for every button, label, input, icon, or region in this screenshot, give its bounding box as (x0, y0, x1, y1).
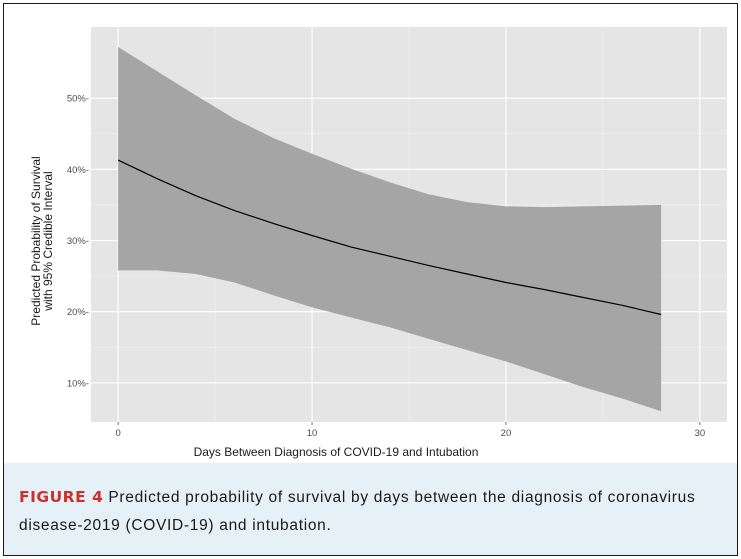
x-axis-ticks: 0 10 20 30 (115, 422, 705, 439)
x-axis-title: Days Between Diagnosis of COVID-19 and I… (194, 445, 479, 459)
y-tick-label: 40%- (67, 165, 89, 176)
y-axis-ticks: 10%- 20%- 30%- 40%- 50%- (67, 94, 89, 390)
caption-label: FIGURE 4 (19, 488, 104, 506)
x-tick-label: 10 (307, 428, 318, 439)
predicted-probability-line (117, 159, 662, 316)
x-tick-label: 0 (115, 428, 120, 439)
y-tick-label: 20%- (67, 307, 89, 318)
caption-body: Predicted probability of survival by day… (19, 489, 696, 534)
chart: 10%- 20%- 30%- 40%- 50%- 0 10 20 30 Days Betwee… (29, 27, 727, 459)
caption-text: FIGURE 4 Predicted probability of surviv… (19, 483, 723, 540)
y-tick-label: 50%- (67, 94, 89, 105)
y-axis-title: Predicted Probability of Survival with 9… (29, 156, 55, 325)
y-axis-title-line-1: Predicted Probability of Survival (29, 156, 43, 325)
x-tick-label: 30 (695, 428, 706, 439)
y-axis-title-line-2: with 95% Credible Interval (41, 171, 55, 311)
x-tick-label: 20 (501, 428, 512, 439)
credible-interval-band (118, 46, 662, 412)
figure-caption: FIGURE 4 Predicted probability of surviv… (4, 463, 737, 555)
y-tick-label: 10%- (67, 378, 89, 389)
y-tick-label: 30%- (67, 236, 89, 247)
